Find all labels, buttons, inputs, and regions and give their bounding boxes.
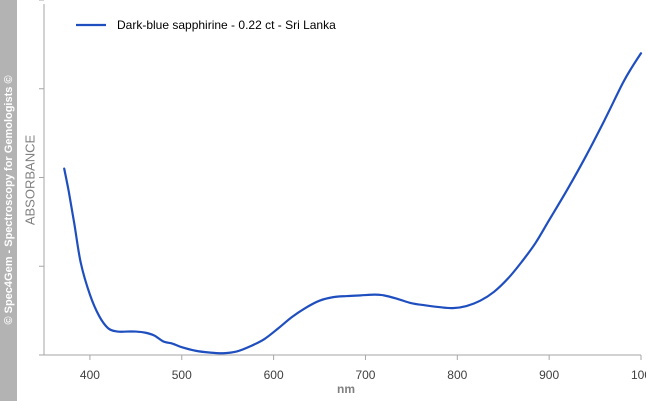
x-tick-label-800: 800 — [447, 368, 467, 382]
x-tick-label-900: 900 — [539, 368, 559, 382]
series-line-0 — [63, 52, 643, 355]
x-tick-label-500: 500 — [172, 368, 192, 382]
x-tick-label-700: 700 — [355, 368, 375, 382]
x-axis-label: nm — [337, 382, 355, 396]
x-tick-label-600: 600 — [264, 368, 284, 382]
legend-label-0: Dark-blue sapphirine - 0.22 ct - Sri Lan… — [117, 18, 336, 32]
watermark-band: © Spec4Gem - Spectroscopy for Gemologist… — [0, 0, 17, 401]
x-tick-label-400: 400 — [80, 368, 100, 382]
x-tick-label-1000: 100 — [631, 368, 646, 382]
